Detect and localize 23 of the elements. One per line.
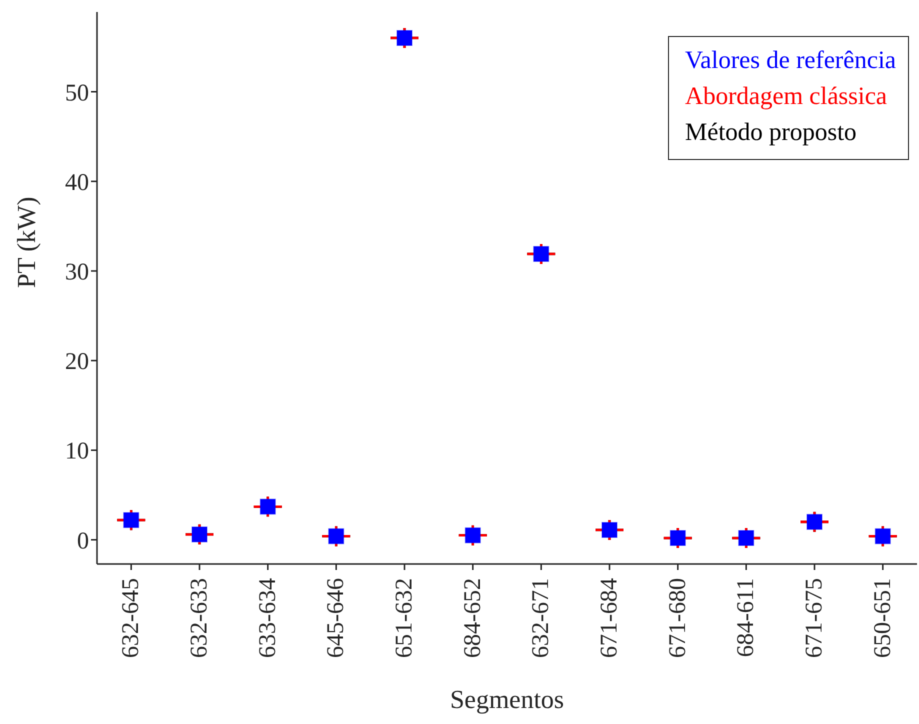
y-axis-title: PT (kW) (12, 196, 42, 288)
y-tick-label: 0 (77, 528, 89, 554)
x-tick-label: 645-646 (323, 578, 350, 658)
x-tick-label: 671-684 (596, 578, 622, 658)
x-tick-label: 632-671 (528, 578, 554, 658)
x-tick-label: 684-652 (460, 578, 486, 658)
y-tick-label: 20 (65, 349, 89, 376)
x-tick-label: 633-634 (254, 578, 281, 658)
x-tick-label: 684-611 (733, 578, 760, 658)
x-tick-label: 671-680 (664, 578, 691, 658)
y-tick-label: 10 (65, 438, 89, 465)
y-tick-label: 30 (65, 259, 89, 286)
x-axis-title: Segmentos (450, 685, 564, 714)
x-tick-label: 632-633 (186, 578, 212, 658)
x-tick-label: 671-675 (802, 578, 828, 658)
x-tick-label: 650-651 (870, 578, 896, 658)
y-tick-label: 50 (65, 80, 89, 106)
x-tick-label: 632-645 (118, 578, 144, 658)
x-tick-label: 651-632 (392, 578, 418, 658)
text: Valores de referência (685, 46, 896, 76)
text: Abordagem clássica (685, 82, 888, 112)
text: Método proposto (685, 118, 858, 148)
y-tick-label: 40 (65, 170, 89, 196)
